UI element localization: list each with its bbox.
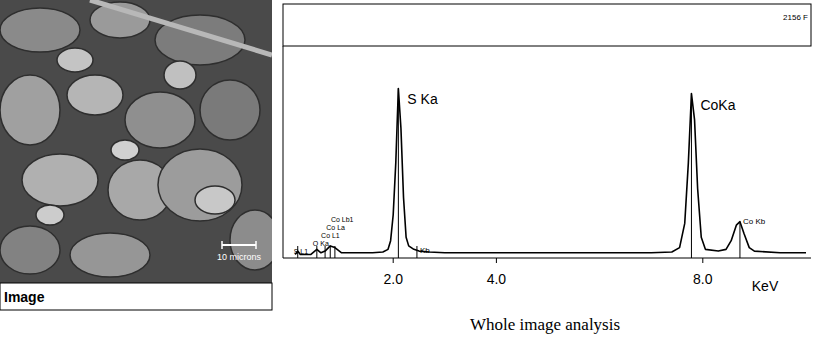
annotation: S L1 bbox=[294, 248, 309, 255]
particle bbox=[164, 61, 196, 89]
annotation: O Ka bbox=[313, 240, 329, 247]
x-tick-label: 2.0 bbox=[383, 271, 403, 287]
frame-left bbox=[283, 46, 284, 258]
particle bbox=[67, 75, 123, 115]
header-text: 2156 F bbox=[783, 13, 808, 22]
x-axis bbox=[283, 258, 811, 259]
x-tick bbox=[393, 258, 394, 263]
image-label-strip bbox=[0, 283, 272, 310]
header-box bbox=[283, 4, 811, 46]
particle bbox=[200, 80, 260, 140]
plot-area bbox=[295, 88, 806, 258]
annotation: CoKa bbox=[700, 97, 735, 113]
annotation: Co Lb1 bbox=[331, 216, 354, 223]
particle bbox=[0, 75, 60, 145]
scale-bar-label: 10 microns bbox=[217, 252, 262, 262]
particle bbox=[111, 140, 139, 160]
particle bbox=[22, 154, 98, 206]
caption: Whole image analysis bbox=[470, 315, 620, 334]
scale-bar-end bbox=[255, 241, 257, 249]
annotation: Co L1 bbox=[321, 232, 340, 239]
particle bbox=[125, 92, 195, 148]
particle bbox=[158, 149, 242, 221]
particle bbox=[0, 8, 80, 52]
image-label: Image bbox=[4, 289, 45, 305]
micrograph bbox=[0, 0, 272, 283]
figure: 10 microns Image 2156 F 2.0 4.0 8.0 KeV S L1 O K… bbox=[0, 0, 815, 340]
line-marker bbox=[316, 246, 317, 258]
x-tick bbox=[702, 258, 703, 263]
particle bbox=[195, 186, 235, 214]
x-tick bbox=[496, 258, 497, 263]
annotation: S Ka bbox=[407, 91, 438, 107]
spectrum bbox=[295, 88, 806, 254]
fiber bbox=[90, 0, 272, 55]
x-tick-label: 4.0 bbox=[487, 271, 507, 287]
scale-bar bbox=[222, 244, 256, 246]
annotations: S L1 O KaCo L1Co LaCo Lb1 S Ka Kb CoKa Co Kb bbox=[294, 91, 766, 255]
particle bbox=[57, 48, 93, 72]
line-marker bbox=[739, 222, 740, 258]
x-tick-label: 8.0 bbox=[693, 271, 713, 287]
particle bbox=[0, 226, 60, 274]
annotation: Co Kb bbox=[743, 217, 766, 226]
particle bbox=[36, 205, 64, 225]
annotation: Co La bbox=[326, 224, 345, 231]
scale-bar-end bbox=[221, 241, 223, 249]
line-marker bbox=[416, 246, 417, 258]
particle bbox=[70, 233, 150, 277]
annotation: Kb bbox=[420, 246, 430, 255]
x-axis-title: KeV bbox=[752, 278, 779, 294]
line-marker bbox=[330, 246, 331, 258]
